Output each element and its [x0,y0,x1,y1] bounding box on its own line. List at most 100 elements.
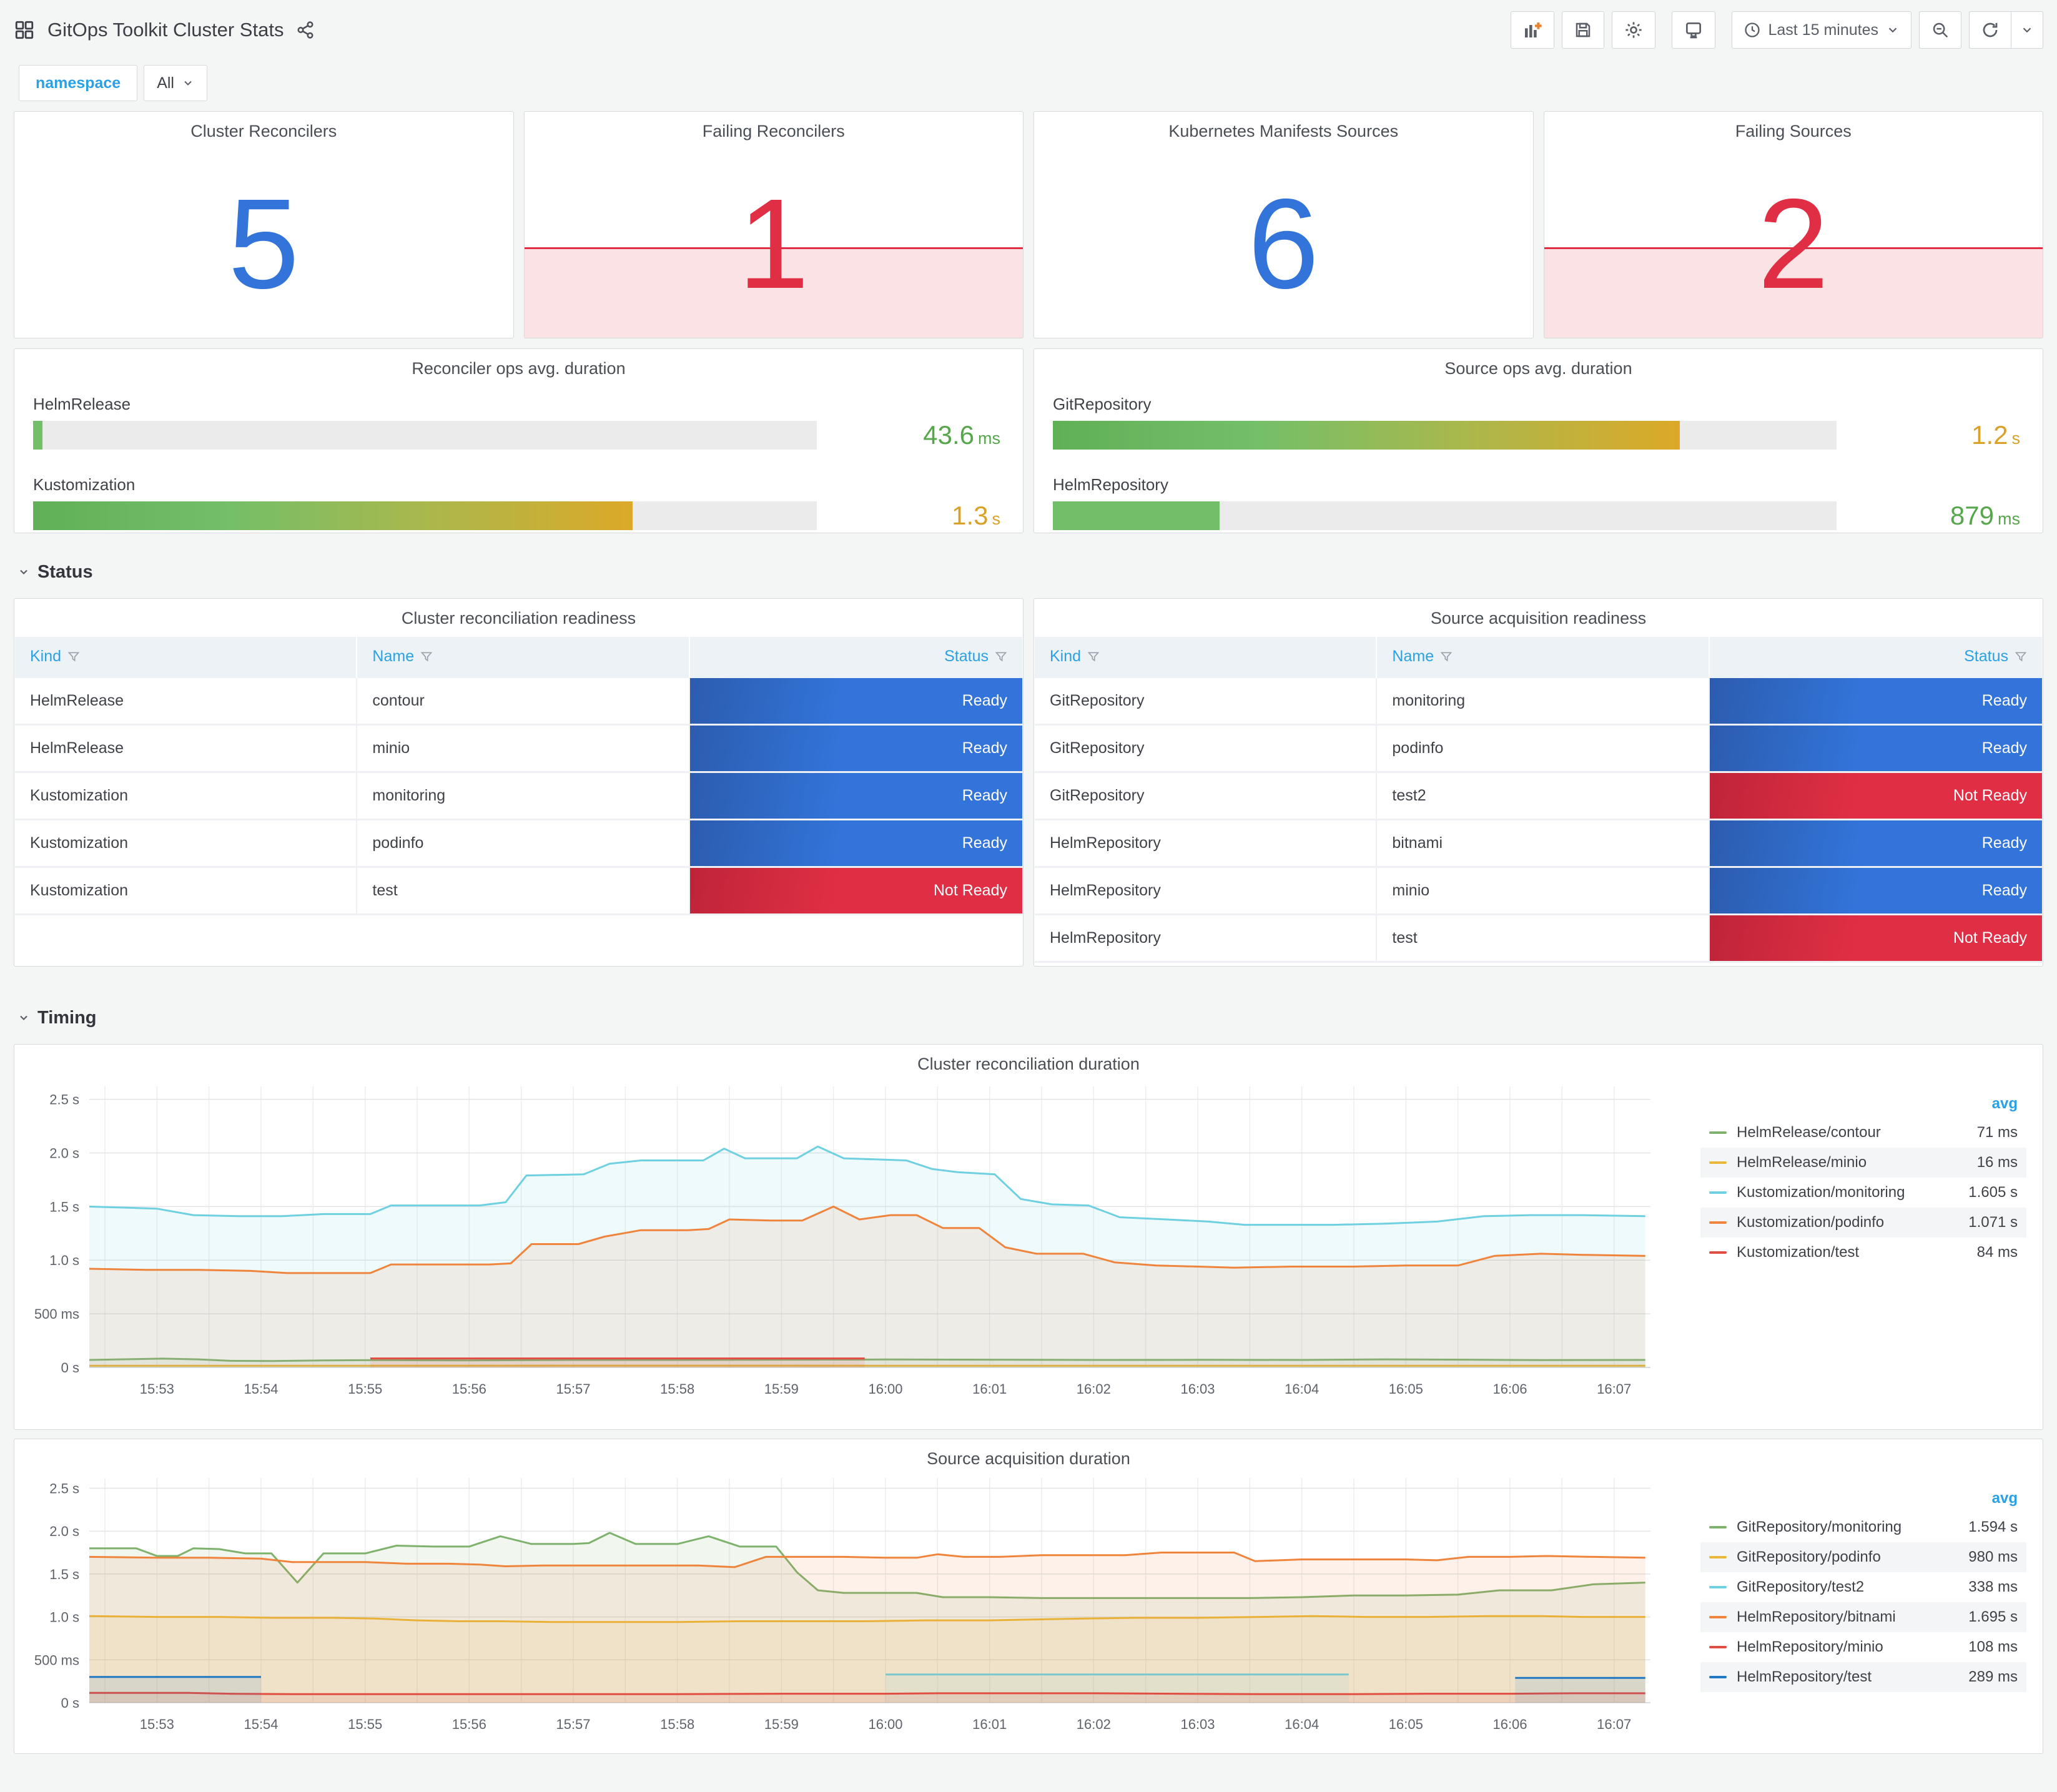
status-badge: Ready [1709,678,2042,724]
y-axis-label: 500 ms [34,1306,79,1322]
bar-gauge-row: HelmRelease 43.6 ms [33,395,1004,450]
panel-title[interactable]: Source ops avg. duration [1444,359,1632,378]
legend-swatch [1709,1161,1727,1164]
legend-series-name: HelmRepository/bitnami [1737,1608,1896,1625]
stat-panel-failing-reconcilers: Failing Reconcilers 1 [523,111,1024,338]
filter-icon[interactable] [1440,649,1453,667]
time-range-picker[interactable]: Last 15 minutes [1731,11,1911,49]
panel-title[interactable]: Failing Sources [1735,122,1852,140]
legend-item[interactable]: Kustomization/test 84 ms [1700,1238,2026,1268]
gauge-track [1053,501,1837,530]
panel-title[interactable]: Source acquisition duration [927,1449,1130,1468]
y-axis-label: 0 s [61,1695,79,1711]
cell-status: Ready [689,773,1022,820]
legend-item[interactable]: HelmRepository/bitnami 1.695 s [1700,1602,2026,1632]
legend-avg-header[interactable]: avg [1991,1490,2018,1507]
legend-item[interactable]: GitRepository/monitoring 1.594 s [1700,1512,2026,1542]
add-panel-button[interactable] [1510,11,1554,49]
panel-title[interactable]: Source acquisition readiness [1430,609,1647,628]
legend-item[interactable]: GitRepository/test2 338 ms [1700,1572,2026,1602]
legend-item[interactable]: GitRepository/podinfo 980 ms [1700,1542,2026,1572]
series-area [370,1358,865,1367]
table-row: GitRepository monitoring Ready [1035,678,2042,726]
legend-item[interactable]: HelmRelease/minio 16 ms [1700,1148,2026,1178]
section-header-timing[interactable]: Timing [17,1000,2043,1035]
settings-button[interactable] [1611,11,1655,49]
zoom-out-button[interactable] [1919,11,1961,49]
x-axis-label: 16:00 [868,1381,902,1397]
legend-item[interactable]: HelmRepository/minio 108 ms [1700,1632,2026,1662]
time-series-plot[interactable]: 0 s 500 ms 1.0 s 1.5 s 2.0 s 2.5 s 15:53 15:54 1… [14,1074,1663,1424]
legend-avg-value: 1.695 s [1968,1608,2018,1625]
column-header-name[interactable]: Name [357,637,690,678]
time-series-plot[interactable]: 0 s 500 ms 1.0 s 1.5 s 2.0 s 2.5 s 15:53 15:54 1… [14,1469,1663,1750]
cell-status: Ready [689,726,1022,773]
y-axis-label: 2.0 s [49,1524,79,1539]
legend-avg-header[interactable]: avg [1991,1095,2018,1112]
x-axis-label: 15:58 [660,1716,694,1732]
share-icon[interactable] [296,21,315,39]
series-line [89,1205,1645,1274]
y-axis-label: 1.5 s [49,1199,79,1214]
filter-icon[interactable] [67,649,80,667]
legend-item[interactable]: HelmRelease/contour 71 ms [1700,1118,2026,1148]
panel-title[interactable]: Cluster reconciliation duration [917,1055,1140,1073]
legend-swatch [1709,1131,1727,1134]
cell-name: minio [357,726,690,773]
legend-series-name: Kustomization/monitoring [1737,1184,1905,1201]
cell-name: monitoring [357,773,690,820]
refresh-button[interactable] [1969,11,2011,49]
x-axis-label: 16:04 [1285,1381,1319,1397]
section-title: Status [37,561,93,582]
x-axis-label: 15:58 [660,1381,694,1397]
column-header-status[interactable]: Status [1709,637,2042,678]
gauge-track [1053,421,1837,450]
cell-name: test [1377,915,1710,963]
legend-avg-value: 980 ms [1968,1548,2018,1565]
panel-title[interactable]: Cluster Reconcilers [190,122,337,140]
gauge-fill [1053,421,1680,450]
cell-status: Not Ready [1709,773,2042,820]
filter-icon[interactable] [995,649,1007,667]
cell-name: test2 [1377,773,1710,820]
bar-gauge-row: HelmRepository 879 ms [1053,475,2024,531]
panel-title[interactable]: Kubernetes Manifests Sources [1168,122,1399,140]
x-axis-label: 15:59 [764,1716,799,1732]
namespace-variable-dropdown[interactable]: All [144,65,207,101]
column-header-name[interactable]: Name [1377,637,1710,678]
filter-icon[interactable] [420,649,433,667]
stat-value: 1 [737,172,809,315]
section-header-status[interactable]: Status [17,554,2043,589]
column-header-kind[interactable]: Kind [1035,637,1378,678]
legend-swatch [1709,1616,1727,1618]
column-header-status[interactable]: Status [689,637,1022,678]
stat-panel-cluster-reconcilers: Cluster Reconcilers 5 [14,111,514,338]
legend-series-name: HelmRepository/test [1737,1668,1872,1685]
kiosk-mode-button[interactable] [1671,11,1715,49]
table-row: GitRepository podinfo Ready [1035,726,2042,773]
column-header-kind[interactable]: Kind [15,637,358,678]
filter-icon[interactable] [1087,649,1100,667]
gauge-value: 879 ms [1950,501,2020,530]
legend-item[interactable]: HelmRepository/test 289 ms [1700,1662,2026,1692]
x-axis-label: 16:03 [1180,1716,1215,1732]
cell-kind: HelmRelease [15,678,358,726]
refresh-interval-dropdown[interactable] [2011,11,2043,49]
panel-title[interactable]: Reconciler ops avg. duration [412,359,626,378]
panel-title[interactable]: Cluster reconciliation readiness [401,609,636,628]
y-axis-label: 2.0 s [49,1145,79,1161]
table-panel-cluster-readiness: Cluster reconciliation readiness Kind Na… [14,598,1024,967]
y-axis-label: 2.5 s [49,1092,79,1108]
cell-status: Ready [689,678,1022,726]
legend-item[interactable]: Kustomization/podinfo 1.071 s [1700,1208,2026,1238]
gauge-panel-reconciler-ops: Reconciler ops avg. duration HelmRelease… [14,348,1024,533]
save-dashboard-button[interactable] [1561,11,1604,49]
filter-icon[interactable] [2015,649,2027,667]
x-axis-label: 15:54 [244,1381,278,1397]
legend-item[interactable]: Kustomization/monitoring 1.605 s [1700,1178,2026,1208]
series-area [89,1532,1645,1703]
panel-title[interactable]: Failing Reconcilers [702,122,845,140]
chart-legend: avg HelmRelease/contour 71 ms HelmRelease/m… [1700,1074,2043,1427]
gauge-fill [33,421,43,450]
